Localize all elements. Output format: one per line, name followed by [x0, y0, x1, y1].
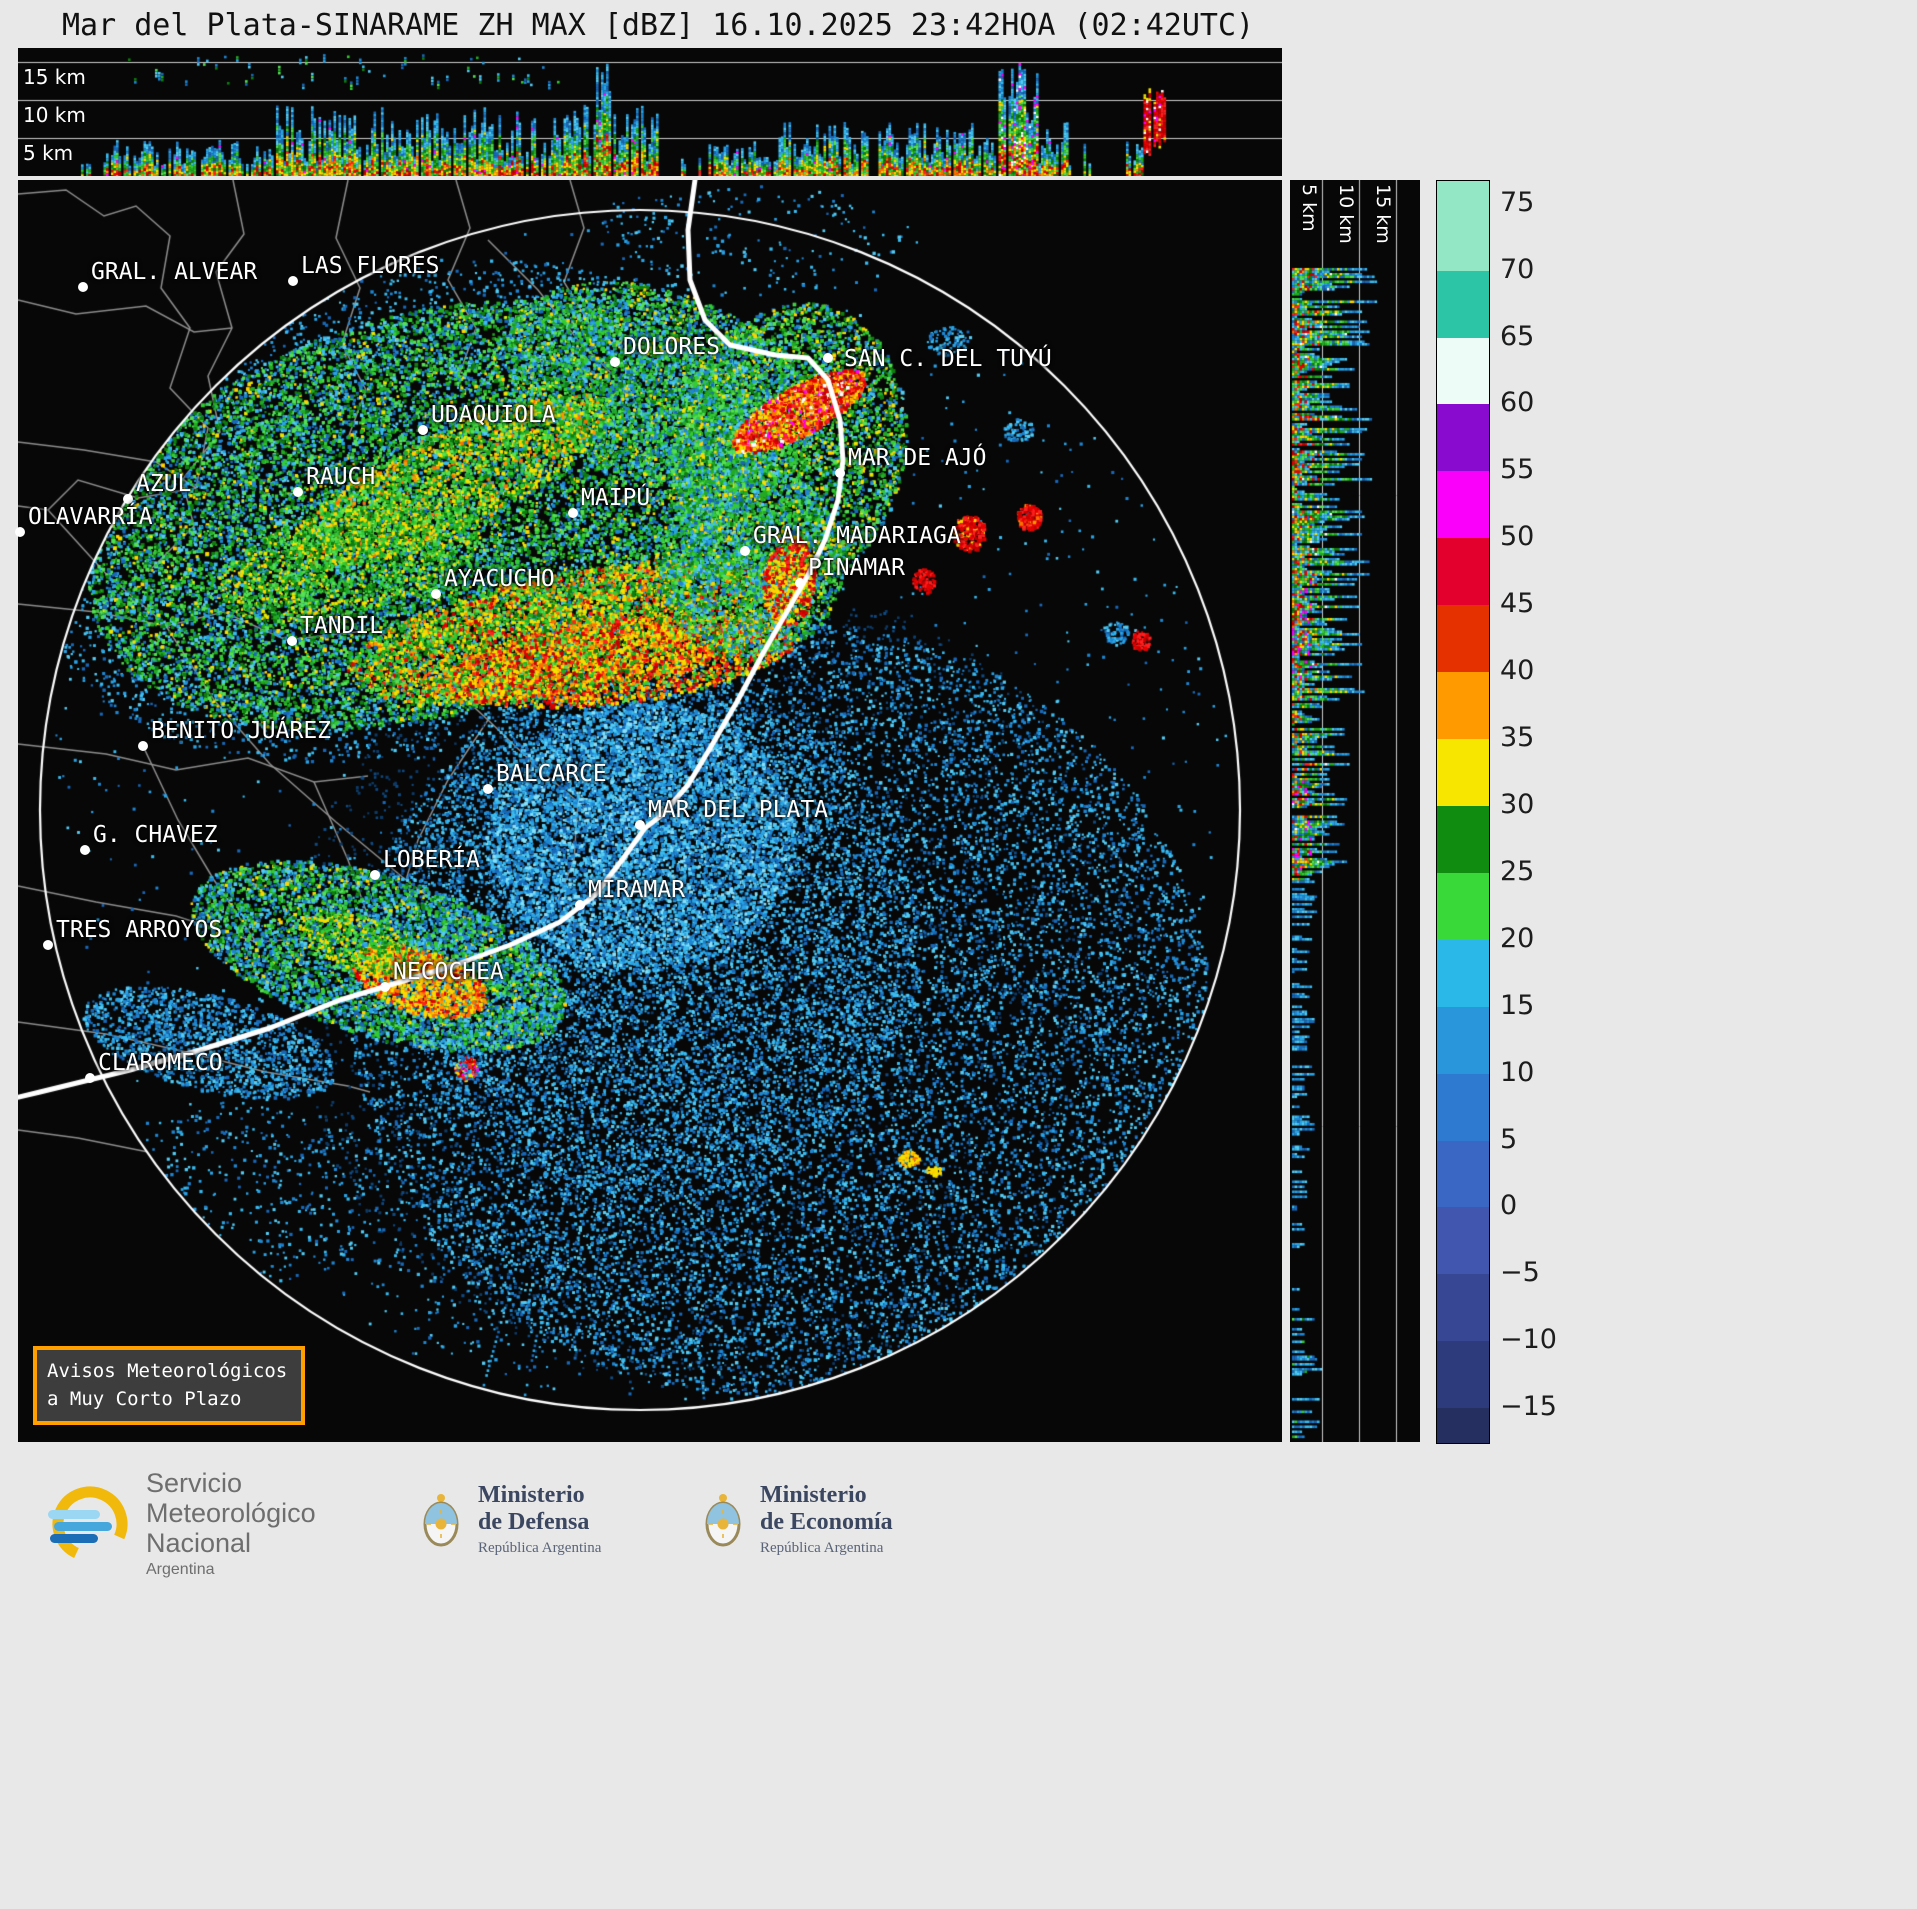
radar-map-panel: GRAL. ALVEAR LAS FLORES DOLORES SAN C. DEL … [15, 180, 1282, 1442]
colorbar-tick-label: 25 [1500, 855, 1535, 887]
colorbar-segment [1437, 1140, 1489, 1208]
top-cross-section-panel: 15 km 10 km 5 km [18, 48, 1282, 176]
height-axis-label: 15 km [23, 65, 86, 89]
economia-crest-icon [705, 1493, 741, 1546]
colorbar-tick-label: 60 [1500, 387, 1535, 419]
colorbar-segment [1437, 939, 1489, 1007]
smn-word-line: Nacional [146, 1528, 252, 1558]
colorbar-tick-label: 15 [1500, 989, 1535, 1021]
colorbar-tick-label: −15 [1500, 1391, 1557, 1423]
colorbar-segment [1437, 181, 1489, 204]
colorbar-segment [1437, 538, 1489, 606]
ministry-name-line: de Economía [760, 1509, 893, 1535]
colorbar-tick-label: 40 [1500, 655, 1535, 687]
warnings-box: Avisos Meteorológicos a Muy Corto Plazo [33, 1346, 305, 1426]
ministerio-defensa-block: Ministerio de Defensa República Argentin… [418, 1482, 601, 1557]
colorbar-segment [1437, 739, 1489, 806]
height-axis-label: 15 km [1372, 184, 1394, 244]
colorbar-tick-label: 50 [1500, 521, 1535, 553]
colorbar-segment [1437, 1073, 1489, 1141]
colorbar-tick-label: 45 [1500, 588, 1535, 620]
warning-line-1: Avisos Meteorológicos [47, 1360, 288, 1382]
height-axis-label: 10 km [1335, 184, 1357, 244]
colorbar-segment [1437, 672, 1489, 740]
colorbar-tick-label: 75 [1500, 186, 1535, 218]
height-axis-label: 10 km [23, 103, 86, 127]
colorbar-segment [1437, 1341, 1489, 1409]
ministerio-economia-wordmark: Ministerio de Economía República Argenti… [760, 1482, 893, 1557]
colorbar-segment [1437, 337, 1489, 405]
colorbar-segment [1437, 605, 1489, 673]
colorbar-tick-label: −5 [1500, 1257, 1540, 1289]
smn-country-label: Argentina [146, 1561, 215, 1578]
ministry-sub-label: República Argentina [478, 1540, 602, 1556]
colorbar-segment [1437, 471, 1489, 539]
smn-word-line: Meteorológico [146, 1498, 316, 1528]
ministry-sub-label: República Argentina [760, 1540, 884, 1556]
colorbar-segment [1437, 805, 1489, 873]
colorbar-tick-label: 35 [1500, 722, 1535, 754]
colorbar-tick-label: 20 [1500, 922, 1535, 954]
right-cross-section-panel: 5 km 10 km 15 km [1290, 180, 1420, 1442]
smn-wordmark: Servicio Meteorológico Nacional Argentin… [146, 1468, 316, 1579]
colorbar-segment [1437, 1207, 1489, 1275]
colorbar-tick-label: 10 [1500, 1056, 1535, 1088]
height-axis-label: 5 km [1298, 184, 1320, 232]
reflectivity-colorbar [1436, 180, 1490, 1444]
colorbar-tick-labels: 75 70 65 60 55 50 45 40 35 30 25 20 15 10 5 0 −5 −10 −15 [1500, 180, 1590, 1442]
ministerio-defensa-wordmark: Ministerio de Defensa República Argentin… [478, 1482, 601, 1557]
smn-logo-icon [48, 1486, 128, 1561]
height-axis-label: 5 km [23, 141, 74, 165]
colorbar-segment [1437, 872, 1489, 940]
colorbar-tick-label: 0 [1500, 1190, 1518, 1222]
colorbar-segment [1437, 1274, 1489, 1342]
radar-map-canvas [18, 180, 1282, 1442]
colorbar-tick-label: 70 [1500, 253, 1535, 285]
colorbar-tick-label: 55 [1500, 454, 1535, 486]
ministry-name-line: Ministerio [760, 1482, 867, 1508]
colorbar-segment [1437, 270, 1489, 338]
right-cross-section-canvas [1290, 180, 1420, 1442]
smn-word-line: Servicio [146, 1468, 243, 1498]
colorbar-segment [1437, 203, 1489, 271]
top-cross-section-canvas [18, 48, 1282, 176]
colorbar-tick-label: 5 [1500, 1123, 1518, 1155]
colorbar-segment [1437, 1408, 1489, 1443]
ministerio-economia-block: Ministerio de Economía República Argenti… [700, 1482, 893, 1557]
colorbar-tick-label: −10 [1500, 1324, 1557, 1356]
colorbar-segment [1437, 1006, 1489, 1074]
defensa-crest-icon [423, 1493, 459, 1546]
page-title: Mar del Plata-SINARAME ZH MAX [dBZ] 16.1… [62, 8, 1255, 43]
ministry-name-line: Ministerio [478, 1482, 585, 1508]
warning-line-2: a Muy Corto Plazo [47, 1387, 242, 1410]
smn-logo-block: Servicio Meteorológico Nacional Argentin… [48, 1468, 316, 1579]
ministry-name-line: de Defensa [478, 1509, 590, 1535]
colorbar-segment [1437, 404, 1489, 472]
colorbar-tick-label: 30 [1500, 788, 1535, 820]
colorbar-tick-label: 65 [1500, 320, 1535, 352]
